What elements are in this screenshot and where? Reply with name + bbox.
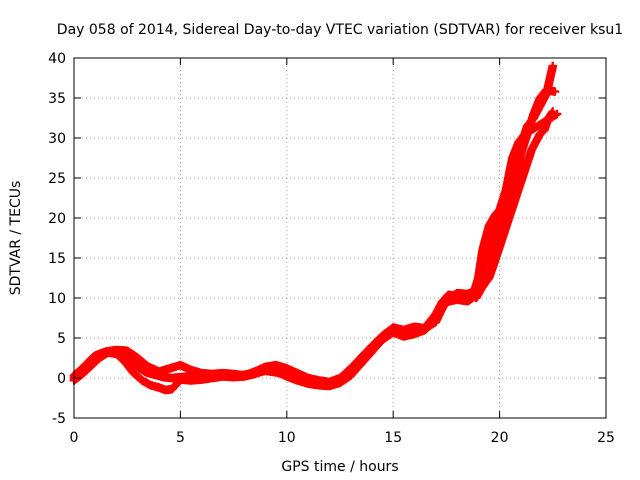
y-tick-label: 40 — [48, 51, 66, 67]
data-marks — [69, 61, 562, 395]
data-point — [548, 61, 558, 71]
y-tick-label: 15 — [48, 251, 66, 267]
x-tick-label: 20 — [491, 430, 509, 446]
x-tick-label: 10 — [278, 430, 296, 446]
data-point — [548, 107, 558, 116]
y-axis-label: SDTVAR / TECUs — [8, 181, 24, 296]
x-tick-label: 25 — [597, 430, 615, 446]
chart-title: Day 058 of 2014, Sidereal Day-to-day VTE… — [57, 22, 623, 38]
y-tick-label: 0 — [57, 371, 66, 387]
y-tick-label: 30 — [48, 131, 66, 147]
data-point — [550, 87, 560, 96]
series-4 — [471, 107, 558, 303]
y-tick-label: 25 — [48, 171, 66, 187]
grid — [74, 58, 606, 418]
y-tick-label: 35 — [48, 91, 66, 107]
x-axis-label: GPS time / hours — [281, 459, 398, 475]
series-2 — [69, 61, 558, 395]
plot-frame — [73, 57, 607, 419]
x-tick-label: 5 — [176, 430, 185, 446]
y-tick-label: -5 — [52, 411, 66, 427]
y-tick-label: 5 — [57, 331, 66, 347]
y-tick-label: 20 — [48, 211, 66, 227]
x-tick-label: 0 — [70, 430, 79, 446]
x-tick-label: 15 — [384, 430, 402, 446]
y-tick-label: 10 — [48, 291, 66, 307]
